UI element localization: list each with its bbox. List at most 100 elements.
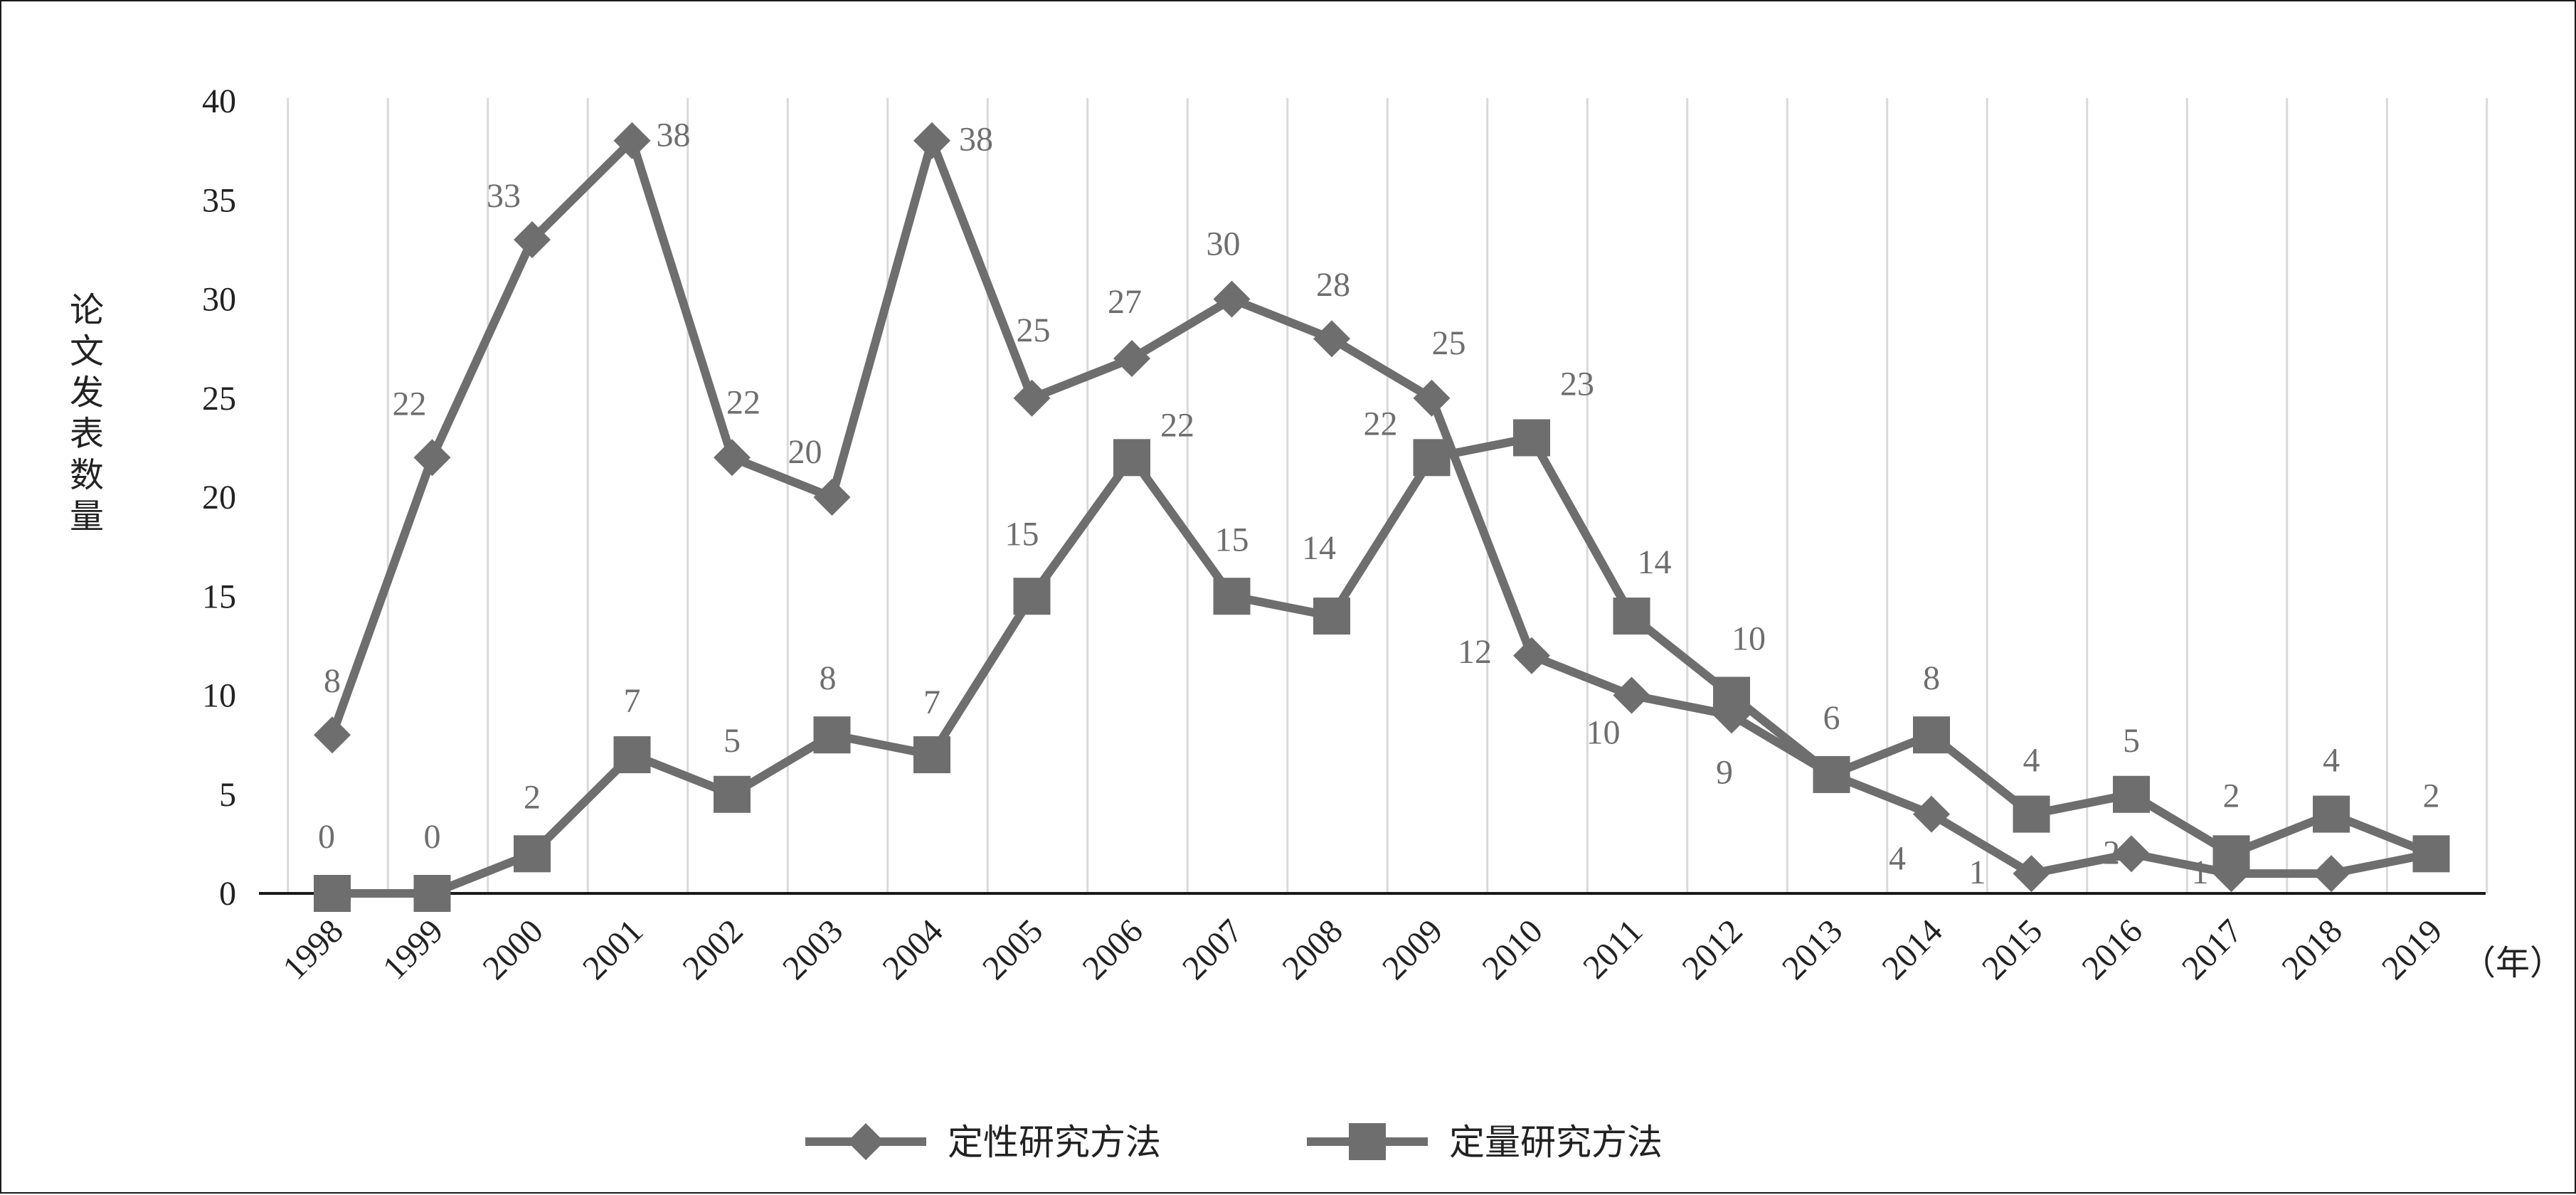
series-markers	[314, 122, 2450, 912]
series-line-1	[328, 127, 2432, 878]
x-tick-label: 2010	[1475, 912, 1549, 987]
x-tick-label: 2007	[1175, 912, 1250, 987]
x-tick-label: 1999	[376, 912, 450, 987]
data-label: 0	[424, 818, 441, 856]
data-point-diamond	[1113, 340, 1150, 378]
data-label: 7	[624, 682, 641, 720]
data-label: 0	[318, 818, 335, 856]
series-lines	[328, 127, 2433, 898]
data-point-diamond	[813, 479, 851, 516]
data-point-square	[613, 736, 651, 774]
x-tick-label: 2002	[675, 912, 750, 987]
y-tick-label: 35	[202, 181, 236, 219]
y-axis-label-char: 量	[70, 496, 104, 536]
data-label: 5	[723, 722, 741, 760]
data-label: 22	[726, 383, 760, 421]
data-point-diamond	[1413, 379, 1451, 417]
x-tick-label: 2006	[1075, 912, 1150, 987]
data-label: 10	[1586, 714, 1621, 752]
data-point-square	[913, 736, 950, 774]
gridlines	[287, 98, 2488, 893]
data-point-square	[2212, 835, 2250, 873]
data-label: 2	[2423, 777, 2440, 814]
data-point-square	[413, 875, 451, 912]
data-point-diamond	[1913, 795, 1950, 833]
data-label: 9	[1716, 753, 1733, 791]
data-label: 38	[959, 121, 993, 159]
data-label: 10	[1732, 620, 1766, 658]
x-tick-label: 1998	[275, 912, 350, 987]
data-point-square	[2313, 795, 2350, 833]
x-tick-label: 2017	[2175, 912, 2249, 987]
x-axis-unit: （年）	[2461, 943, 2564, 983]
data-label: 8	[1923, 659, 1940, 697]
y-axis-label-char: 表	[70, 414, 104, 454]
x-tick-label: 2018	[2274, 912, 2349, 987]
data-label: 14	[1302, 529, 1336, 567]
x-tick-label: 2013	[1775, 912, 1850, 987]
x-tick-label: 2005	[975, 912, 1050, 987]
data-label: 2	[2103, 834, 2120, 871]
legend-label: 定性研究方法	[948, 1122, 1161, 1163]
data-point-square	[2412, 835, 2450, 873]
x-tick-label: 2008	[1275, 912, 1350, 987]
y-tick-label: 10	[202, 677, 236, 715]
data-label: 23	[1560, 365, 1594, 403]
series-line-2	[332, 432, 2433, 898]
data-point-square	[1413, 439, 1451, 477]
data-point-square	[1713, 676, 1750, 714]
x-tick-label: 2012	[1675, 912, 1749, 987]
data-point-diamond	[1513, 637, 1550, 674]
data-label: 38	[657, 117, 691, 154]
data-point-square	[1913, 716, 1950, 754]
data-point-diamond	[1013, 379, 1051, 417]
data-point-square	[813, 716, 851, 754]
data-point-square	[714, 775, 751, 813]
data-label: 4	[2023, 742, 2040, 780]
y-axis-label-char: 文	[70, 331, 104, 371]
y-tick-label: 30	[202, 281, 236, 319]
x-tick-label: 2019	[2375, 912, 2449, 987]
data-point-square	[514, 835, 551, 873]
data-point-square	[1613, 598, 1650, 635]
x-tick-label: 2001	[576, 912, 650, 987]
data-label: 14	[1638, 543, 1672, 581]
data-point-square	[1513, 419, 1550, 457]
data-label: 8	[324, 662, 341, 700]
data-label: 2	[2223, 777, 2240, 814]
data-label: 33	[487, 177, 521, 215]
x-tick-label: 2004	[875, 912, 950, 987]
data-point-square	[1313, 598, 1350, 635]
x-tick-label: 2009	[1375, 912, 1450, 987]
data-label: 20	[788, 433, 822, 471]
legend-marker-square	[1349, 1123, 1386, 1160]
x-tick-label: 2015	[1975, 912, 2050, 987]
data-label: 27	[1108, 283, 1142, 321]
y-tick-label: 40	[202, 83, 236, 120]
data-point-diamond	[1313, 320, 1350, 358]
data-label: 8	[820, 659, 837, 697]
x-tick-label: 2014	[1875, 912, 1949, 987]
data-point-square	[1213, 578, 1251, 615]
data-point-diamond	[913, 122, 950, 159]
data-label: 22	[1160, 406, 1194, 444]
y-tick-label: 0	[219, 875, 236, 913]
data-point-diamond	[1213, 280, 1251, 318]
data-label: 12	[1458, 633, 1492, 671]
data-label: 7	[923, 684, 940, 721]
data-label: 4	[1889, 840, 1906, 878]
data-point-diamond	[1613, 676, 1650, 714]
legend-label: 定量研究方法	[1449, 1122, 1663, 1163]
data-point-diamond	[2313, 855, 2350, 893]
y-axis-label-char: 数	[70, 455, 104, 495]
data-label: 28	[1316, 266, 1350, 304]
y-axis-label-char: 论	[70, 290, 104, 330]
legend: 定性研究方法 定量研究方法	[805, 1122, 1663, 1163]
data-point-square	[2113, 775, 2150, 813]
data-point-square	[314, 875, 351, 912]
data-point-square	[1813, 755, 1850, 793]
x-tick-label: 2011	[1576, 912, 1650, 986]
data-label: 22	[393, 385, 427, 423]
data-label: 4	[2323, 742, 2340, 780]
